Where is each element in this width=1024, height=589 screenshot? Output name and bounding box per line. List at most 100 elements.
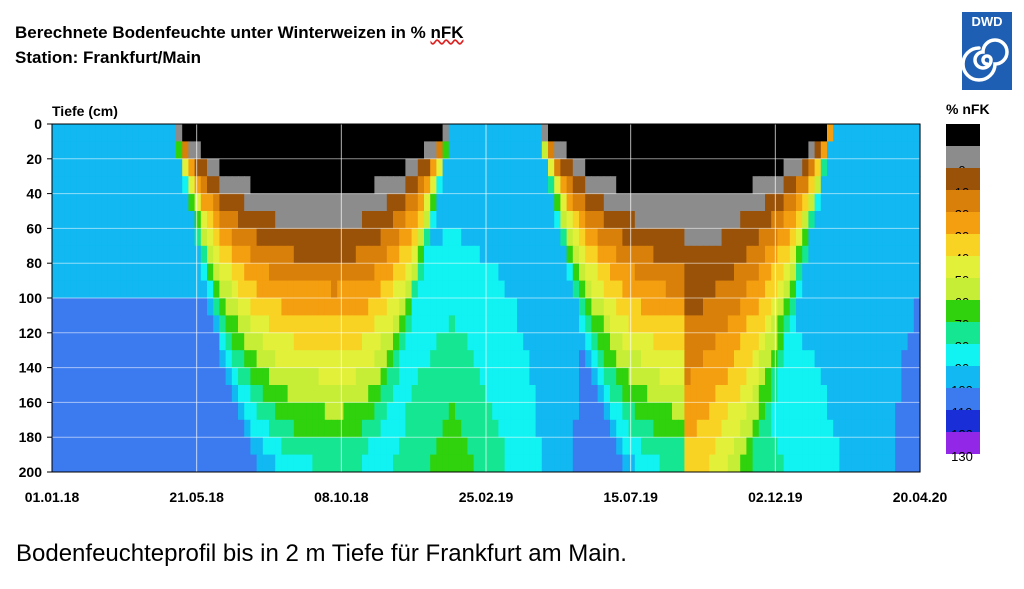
heatmap-cell — [473, 176, 481, 194]
heatmap-cell — [746, 193, 754, 212]
heatmap-cell — [368, 367, 375, 386]
heatmap-cell — [858, 263, 865, 281]
heatmap-cell — [517, 350, 524, 368]
heatmap-cell — [244, 158, 251, 177]
heatmap-cell — [58, 228, 65, 247]
heatmap-cell — [448, 298, 456, 316]
heatmap-cell — [188, 454, 196, 473]
heatmap-cell — [281, 419, 289, 438]
heatmap-cell — [746, 280, 754, 299]
heatmap-cell — [461, 332, 468, 351]
heatmap-cell — [138, 437, 146, 455]
heatmap-cell — [250, 228, 258, 247]
heatmap-cell — [262, 385, 270, 403]
heatmap-cell — [653, 315, 661, 334]
heatmap-cell — [833, 124, 840, 142]
heatmap-cell — [541, 176, 549, 194]
heatmap-cell — [83, 332, 90, 351]
heatmap-cell — [517, 454, 524, 473]
heatmap-cell — [622, 350, 630, 368]
heatmap-cell — [913, 437, 921, 455]
heatmap-cell — [889, 402, 896, 421]
heatmap-cell — [572, 332, 580, 351]
heatmap-cell — [789, 280, 797, 299]
heatmap-cell — [715, 367, 723, 386]
heatmap-cell — [250, 454, 258, 473]
heatmap-cell — [678, 263, 685, 281]
heatmap-cell — [616, 454, 623, 473]
heatmap-cell — [83, 193, 90, 212]
figure-caption: Bodenfeuchteprofil bis in 2 m Tiefe für … — [16, 540, 627, 567]
heatmap-cell — [318, 263, 326, 281]
heatmap-cell — [740, 263, 747, 281]
heatmap-cell — [845, 419, 853, 438]
heatmap-cell — [659, 454, 667, 473]
heatmap-cell — [870, 315, 878, 334]
heatmap-cell — [703, 385, 710, 403]
heatmap-cell — [461, 454, 468, 473]
heatmap-cell — [213, 263, 220, 281]
heatmap-cell — [393, 124, 400, 142]
heatmap-cell — [628, 350, 636, 368]
heatmap-cell — [337, 385, 344, 403]
heatmap-cell — [665, 211, 673, 229]
heatmap-cell — [269, 367, 276, 386]
heatmap-cell — [343, 245, 351, 264]
heatmap-cell — [430, 367, 437, 386]
heatmap-cell — [132, 228, 140, 247]
heatmap-cell — [820, 298, 828, 316]
heatmap-cell — [442, 367, 450, 386]
heatmap-cell — [498, 280, 506, 299]
heatmap-cell — [52, 419, 59, 438]
heatmap-cell — [734, 176, 741, 194]
heatmap-cell — [287, 211, 295, 229]
heatmap-cell — [876, 228, 884, 247]
heatmap-cell — [696, 454, 704, 473]
heatmap-cell — [145, 385, 152, 403]
heatmap-cell — [814, 419, 822, 438]
heatmap-cell — [876, 176, 884, 194]
heatmap-cell — [225, 263, 233, 281]
heatmap-cell — [715, 228, 723, 247]
heatmap-cell — [672, 158, 679, 177]
heatmap-cell — [411, 158, 419, 177]
heatmap-cell — [858, 298, 865, 316]
heatmap-cell — [76, 315, 84, 334]
heatmap-cell — [52, 124, 59, 142]
heatmap-cell — [901, 385, 909, 403]
heatmap-cell — [572, 158, 580, 177]
heatmap-cell — [380, 141, 388, 160]
heatmap-cell — [64, 298, 72, 316]
heatmap-cell — [678, 454, 685, 473]
heatmap-cell — [771, 298, 778, 316]
heatmap-cell — [362, 367, 369, 386]
heatmap-cell — [535, 419, 543, 438]
heatmap-cell — [548, 437, 555, 455]
heatmap-cell — [442, 402, 450, 421]
heatmap-cell — [300, 228, 307, 247]
heatmap-cell — [709, 437, 716, 455]
heatmap-cell — [269, 228, 276, 247]
heatmap-cell — [306, 263, 313, 281]
heatmap-cell — [281, 211, 289, 229]
heatmap-cell — [188, 141, 196, 160]
heatmap-cell — [64, 158, 72, 177]
heatmap-cell — [58, 193, 65, 212]
heatmap-cell — [120, 245, 127, 264]
heatmap-cell — [287, 193, 295, 212]
heatmap-cell — [876, 367, 884, 386]
heatmap-cell — [504, 298, 512, 316]
heatmap-cell — [114, 158, 121, 177]
heatmap-cell — [486, 332, 493, 351]
heatmap-cell — [207, 280, 214, 299]
heatmap-cell — [417, 367, 425, 386]
heatmap-cell — [442, 228, 450, 247]
heatmap-cell — [151, 419, 158, 438]
heatmap-cell — [386, 454, 394, 473]
heatmap-cell — [833, 245, 840, 264]
heatmap-cell — [492, 211, 499, 229]
heatmap-cell — [293, 141, 301, 160]
heatmap-cell — [647, 315, 654, 334]
heatmap-cell — [120, 454, 127, 473]
heatmap-cell — [703, 315, 710, 334]
